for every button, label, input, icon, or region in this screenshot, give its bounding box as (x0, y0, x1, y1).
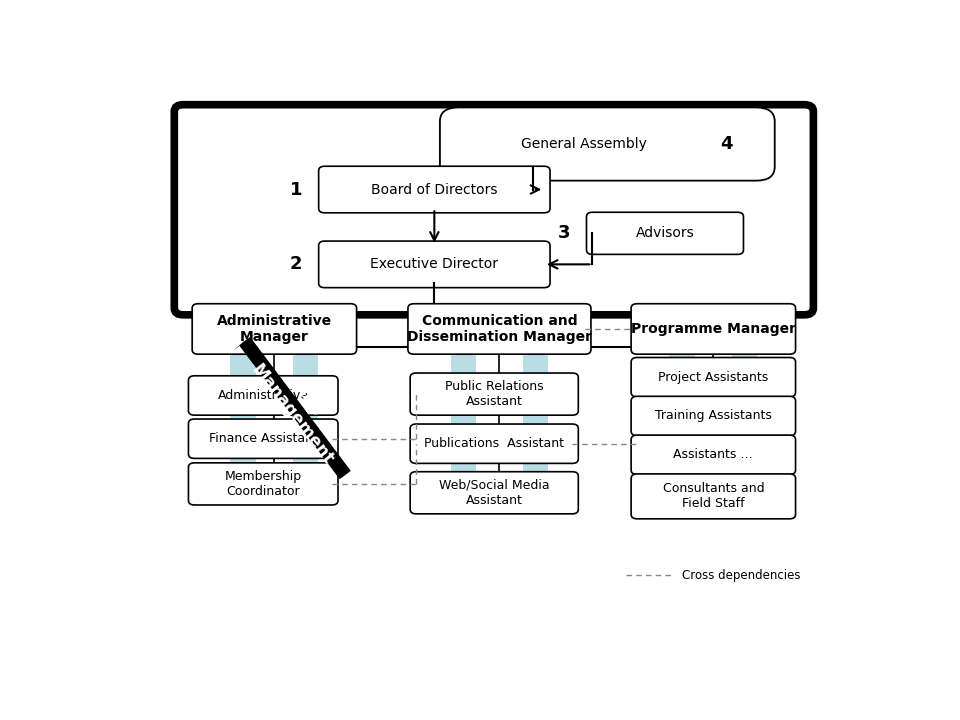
Text: Administrative: Administrative (218, 389, 309, 402)
FancyBboxPatch shape (188, 463, 338, 505)
Bar (669, 350, 695, 514)
Text: Advisors: Advisors (636, 226, 694, 240)
Text: Top
Management: Top Management (248, 348, 353, 468)
FancyBboxPatch shape (410, 373, 578, 415)
Text: 2: 2 (290, 256, 302, 274)
Text: 4: 4 (720, 135, 732, 153)
Bar (451, 350, 476, 510)
Text: Cross dependencies: Cross dependencies (682, 569, 801, 582)
Bar (230, 350, 255, 500)
FancyBboxPatch shape (631, 474, 796, 519)
FancyBboxPatch shape (587, 212, 743, 254)
Text: Assistants …: Assistants … (673, 449, 754, 462)
FancyBboxPatch shape (319, 241, 550, 288)
Text: Communication and
Dissemination Manager: Communication and Dissemination Manager (407, 314, 592, 344)
Text: Project Assistants: Project Assistants (659, 371, 768, 384)
Text: Membership
Coordinator: Membership Coordinator (225, 470, 301, 498)
Text: Executive Director: Executive Director (371, 257, 498, 271)
Text: Publications  Assistant: Publications Assistant (424, 437, 564, 450)
Bar (293, 350, 319, 500)
Text: Training Assistants: Training Assistants (655, 410, 772, 423)
FancyBboxPatch shape (408, 304, 591, 354)
FancyBboxPatch shape (188, 376, 338, 415)
FancyBboxPatch shape (631, 358, 796, 397)
FancyBboxPatch shape (175, 104, 813, 315)
Text: Consultants and
Field Staff: Consultants and Field Staff (662, 482, 764, 510)
Text: Public Relations
Assistant: Public Relations Assistant (444, 380, 543, 408)
FancyBboxPatch shape (188, 419, 338, 459)
FancyBboxPatch shape (631, 304, 796, 354)
FancyBboxPatch shape (631, 396, 796, 436)
Text: Programme Manager: Programme Manager (631, 322, 796, 336)
Text: 3: 3 (558, 225, 570, 243)
Text: General Assembly: General Assembly (520, 137, 646, 151)
Bar (732, 350, 757, 514)
Text: Web/Social Media
Assistant: Web/Social Media Assistant (439, 479, 549, 507)
FancyBboxPatch shape (631, 435, 796, 474)
FancyBboxPatch shape (410, 472, 578, 514)
Text: 1: 1 (290, 181, 302, 199)
FancyBboxPatch shape (192, 304, 356, 354)
Bar (522, 350, 548, 510)
Text: Administrative
Manager: Administrative Manager (217, 314, 332, 344)
FancyBboxPatch shape (319, 166, 550, 213)
FancyBboxPatch shape (410, 424, 578, 464)
Text: Finance Assistant: Finance Assistant (208, 432, 318, 445)
FancyBboxPatch shape (440, 107, 775, 181)
Text: Board of Directors: Board of Directors (372, 182, 497, 197)
